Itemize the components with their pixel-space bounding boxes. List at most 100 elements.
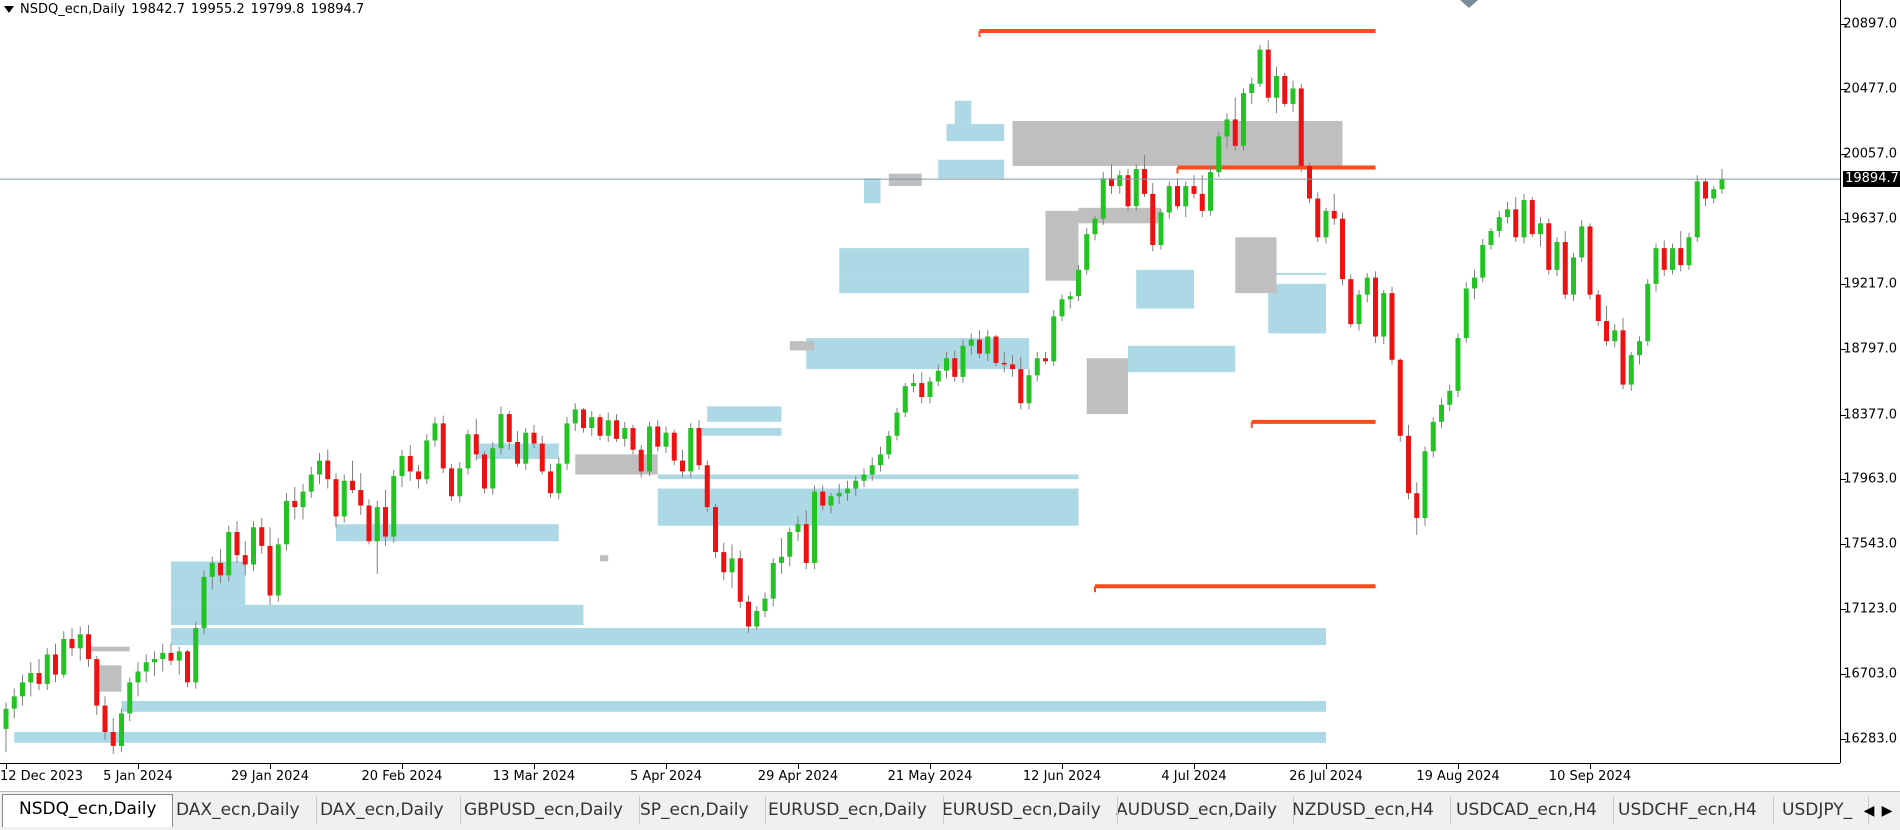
candle-body-40[interactable] (333, 479, 339, 517)
candle-body-41[interactable] (341, 480, 347, 517)
candle-body-10[interactable] (86, 634, 91, 660)
candle-body-19[interactable] (160, 652, 166, 660)
candle-body-109[interactable] (902, 386, 908, 413)
candle-body-175[interactable] (1447, 390, 1453, 405)
candle-body-158[interactable] (1307, 165, 1312, 199)
candle-body-194[interactable] (1604, 321, 1609, 342)
candle-body-122[interactable] (1010, 364, 1015, 370)
candle-body-148[interactable] (1224, 119, 1230, 137)
candle-body-152[interactable] (1257, 49, 1263, 84)
candle-body-195[interactable] (1612, 330, 1618, 342)
candle-body-76[interactable] (630, 428, 636, 450)
candle-body-0[interactable] (3, 708, 9, 729)
candle-body-202[interactable] (1670, 248, 1675, 270)
candle-body-125[interactable] (1034, 358, 1040, 376)
candle-body-47[interactable] (391, 476, 397, 537)
candle-body-51[interactable] (424, 440, 430, 480)
candle-body-90[interactable] (746, 601, 751, 627)
tab-scroll-right-icon[interactable]: ▶ (1881, 803, 1893, 819)
candle-body-147[interactable] (1216, 136, 1222, 173)
candle-body-32[interactable] (267, 545, 273, 596)
candle-body-133[interactable] (1100, 178, 1106, 219)
candle-body-166[interactable] (1373, 277, 1378, 337)
candle-body-106[interactable] (878, 454, 883, 466)
candlestick-chart[interactable] (0, 0, 1840, 763)
candle-body-99[interactable] (820, 491, 826, 506)
candle-body-50[interactable] (416, 471, 421, 480)
candle-body-137[interactable] (1133, 169, 1139, 207)
chart-tab-2[interactable]: DAX_ecn,Daily (304, 796, 461, 824)
candle-body-139[interactable] (1150, 193, 1156, 246)
candle-body-100[interactable] (828, 496, 834, 506)
candle-body-69[interactable] (572, 409, 578, 424)
candle-body-67[interactable] (556, 463, 562, 494)
candle-body-119[interactable] (985, 336, 991, 354)
candle-body-178[interactable] (1472, 277, 1477, 289)
candle-body-49[interactable] (407, 455, 413, 472)
candle-body-60[interactable] (498, 414, 504, 449)
candle-body-190[interactable] (1571, 257, 1576, 295)
candle-body-120[interactable] (993, 336, 999, 363)
chart-tab-6[interactable]: EURUSD_ecn,Daily (926, 796, 1118, 824)
chart-tab-4[interactable]: SP_ecn,Daily (624, 796, 766, 824)
candle-body-205[interactable] (1694, 181, 1700, 238)
candle-body-112[interactable] (927, 381, 933, 398)
candle-body-134[interactable] (1109, 178, 1114, 187)
candle-body-25[interactable] (209, 562, 215, 577)
time-axis[interactable]: 12 Dec 2023 5 Jan 2024 29 Jan 2024 20 Feb 2… (0, 763, 1840, 792)
candle-body-162[interactable] (1340, 218, 1345, 280)
candle-body-71[interactable] (589, 417, 595, 429)
candle-body-86[interactable] (713, 507, 718, 553)
candle-body-200[interactable] (1653, 248, 1659, 284)
candle-body-141[interactable] (1166, 186, 1172, 213)
candle-body-186[interactable] (1538, 223, 1543, 235)
candle-body-17[interactable] (143, 662, 149, 672)
candle-body-20[interactable] (168, 652, 174, 661)
candle-body-150[interactable] (1241, 93, 1246, 146)
candle-body-111[interactable] (919, 383, 925, 398)
candle-body-168[interactable] (1389, 293, 1395, 360)
candle-body-88[interactable] (729, 558, 735, 573)
candle-body-27[interactable] (226, 531, 232, 576)
candle-body-3[interactable] (28, 673, 34, 683)
candle-body-114[interactable] (944, 358, 949, 371)
candle-body-56[interactable] (465, 434, 471, 469)
candle-body-73[interactable] (605, 420, 611, 436)
candle-body-207[interactable] (1711, 189, 1717, 199)
chart-tab-10[interactable]: USDCHF_ecn,H4 (1602, 796, 1774, 824)
candle-body-21[interactable] (176, 651, 182, 661)
candle-body-176[interactable] (1455, 338, 1461, 391)
candle-body-116[interactable] (960, 345, 966, 377)
candle-body-163[interactable] (1348, 279, 1354, 325)
candle-body-93[interactable] (770, 562, 776, 599)
candle-body-46[interactable] (383, 507, 388, 537)
candle-body-96[interactable] (795, 524, 801, 532)
candle-body-72[interactable] (597, 417, 603, 436)
chart-tab-5[interactable]: EURUSD_ecn,Daily (752, 796, 944, 824)
candle-body-123[interactable] (1018, 369, 1024, 404)
candle-body-66[interactable] (548, 471, 553, 494)
candle-body-204[interactable] (1686, 237, 1692, 266)
chart-tab-8[interactable]: NZDUSD_ecn,H4 (1276, 796, 1451, 824)
candle-body-43[interactable] (358, 490, 364, 506)
candle-body-83[interactable] (688, 428, 694, 472)
candle-body-171[interactable] (1414, 493, 1420, 518)
candle-body-79[interactable] (655, 426, 661, 447)
candle-body-170[interactable] (1406, 435, 1411, 494)
candle-body-177[interactable] (1463, 288, 1469, 339)
candle-body-115[interactable] (952, 358, 958, 377)
candle-body-188[interactable] (1554, 241, 1560, 270)
candle-body-107[interactable] (886, 435, 892, 455)
candle-body-37[interactable] (308, 474, 314, 492)
candle-body-129[interactable] (1067, 296, 1073, 300)
candle-body-144[interactable] (1191, 186, 1197, 194)
candle-body-145[interactable] (1199, 193, 1205, 211)
candle-body-77[interactable] (638, 449, 644, 472)
candle-body-126[interactable] (1043, 358, 1048, 362)
candle-body-187[interactable] (1546, 223, 1552, 270)
candle-body-12[interactable] (102, 705, 108, 732)
candle-body-24[interactable] (201, 576, 207, 629)
candle-body-53[interactable] (440, 423, 446, 469)
candle-body-103[interactable] (853, 480, 859, 489)
candle-body-16[interactable] (135, 671, 141, 683)
